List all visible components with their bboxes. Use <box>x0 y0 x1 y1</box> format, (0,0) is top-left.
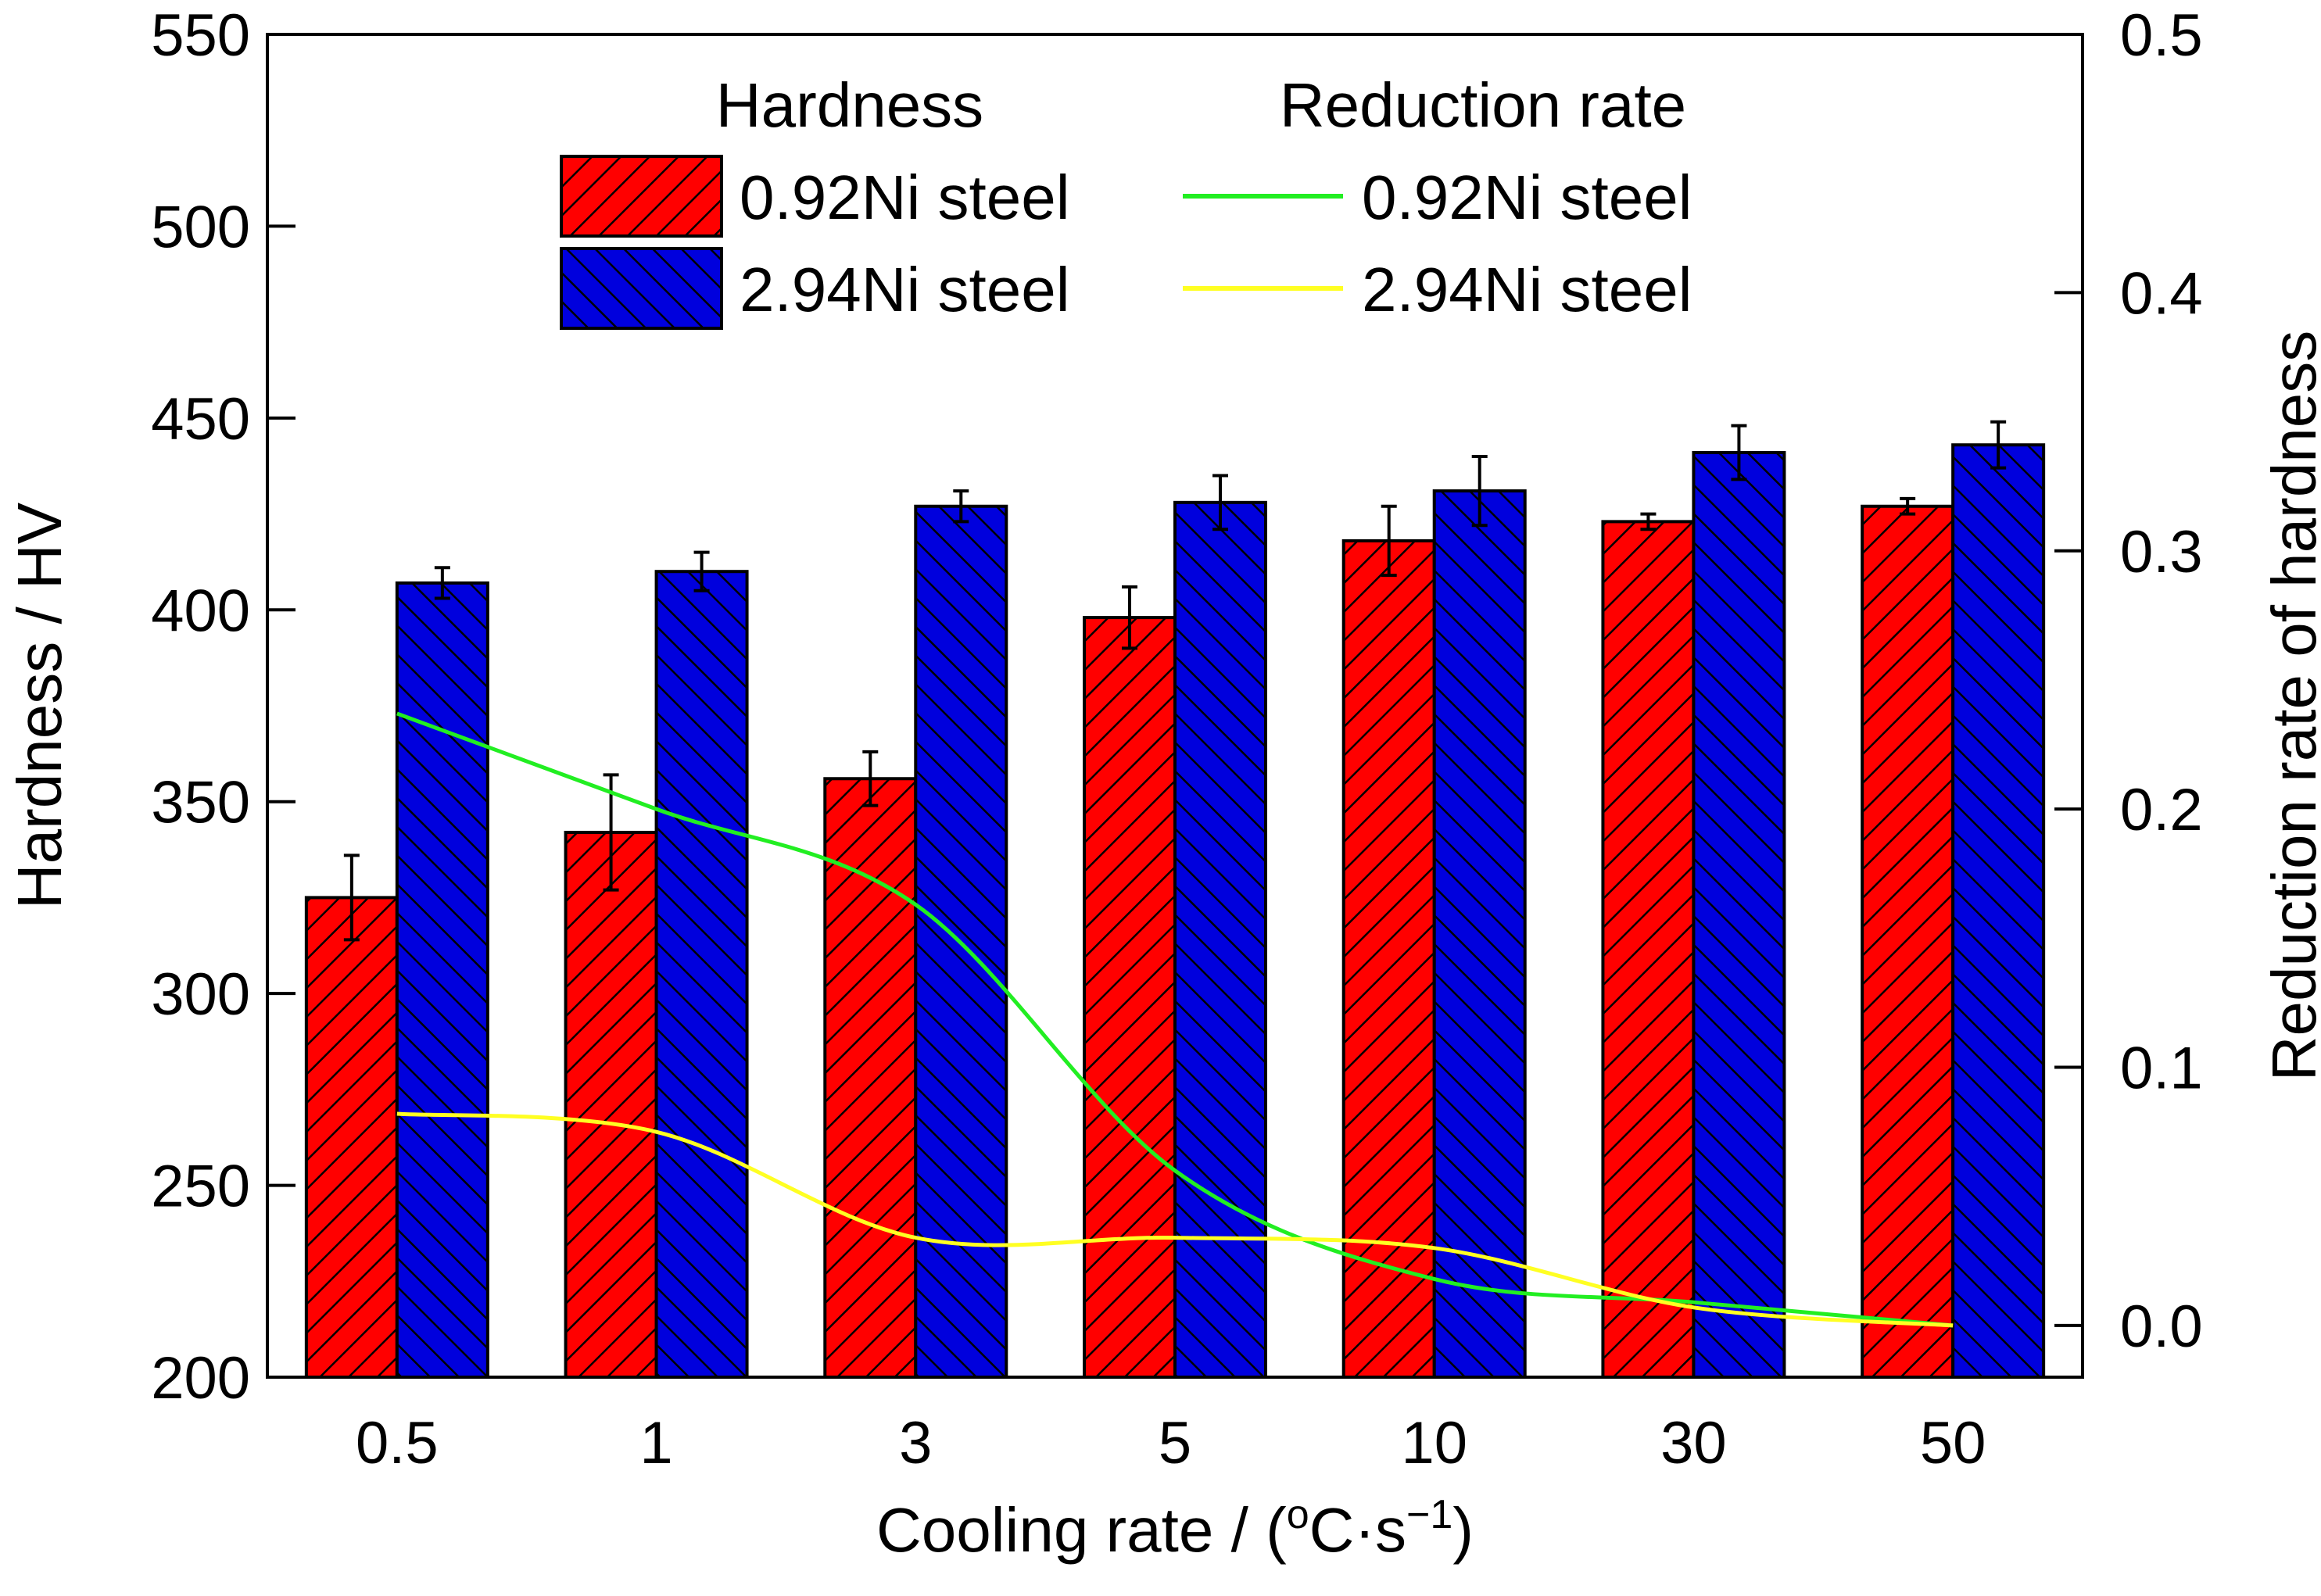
right-tick-label-0.1: 0.1 <box>2120 1036 2203 1102</box>
x-axis-title-sup1: o <box>1287 1492 1309 1537</box>
y-axis-right-title: Reduction rate of hardness <box>2259 331 2321 1082</box>
bar-series2-1 <box>654 570 749 1380</box>
left-tick-label-250: 250 <box>151 1154 250 1220</box>
x-tick-label-1: 1 <box>639 1410 672 1476</box>
error-bars-layer <box>343 420 2007 942</box>
plot-frame <box>266 33 2084 1379</box>
x-axis-title-suffix: ) <box>1452 1495 1474 1565</box>
lines-layer <box>396 711 1954 1328</box>
left-tick-label-550: 550 <box>151 2 250 69</box>
line-series2 <box>396 1111 1954 1328</box>
right-tick-label-0.2: 0.2 <box>2120 777 2203 843</box>
legend-heading-lines: Reduction rate <box>1280 70 1686 140</box>
x-tick-label-50: 50 <box>1920 1410 1986 1476</box>
bar-series2-50 <box>1951 443 2046 1379</box>
bar-series1-30 <box>1601 520 1696 1379</box>
left-tick-label-400: 400 <box>151 578 250 644</box>
bar-series2-5 <box>1173 500 1267 1379</box>
legend-swatch-blue-bar <box>560 247 723 330</box>
bar-series1-1 <box>564 830 658 1380</box>
bar-series1-3 <box>823 777 918 1379</box>
bar-series2-0.5 <box>395 581 489 1379</box>
left-y-axis: 200 250 300 350 400 450 500 550 <box>151 2 295 1412</box>
left-tick-label-450: 450 <box>151 386 250 453</box>
legend: Hardness Reduction rate 0.92Ni steel 2.9… <box>560 70 1692 330</box>
right-tick-label-0.0: 0.0 <box>2120 1294 2203 1360</box>
line-series1 <box>396 711 1954 1328</box>
legend-label-red-bar: 0.92Ni steel <box>740 163 1069 232</box>
legend-label-yellow-line: 2.94Ni steel <box>1362 255 1692 324</box>
right-tick-label-0.4: 0.4 <box>2120 260 2203 327</box>
left-tick-label-300: 300 <box>151 961 250 1028</box>
x-tick-label-30: 30 <box>1660 1410 1727 1476</box>
x-tick-label-10: 10 <box>1401 1410 1467 1476</box>
right-tick-label-0.3: 0.3 <box>2120 519 2203 585</box>
x-axis-title: Cooling rate / (oC·s−1) <box>876 1492 1474 1565</box>
left-tick-label-350: 350 <box>151 770 250 836</box>
x-axis-title-sup2: −1 <box>1406 1492 1452 1537</box>
bars-layer <box>304 443 2046 1380</box>
legend-label-green-line: 0.92Ni steel <box>1362 163 1692 232</box>
y-axis-left-title: Hardness / HV <box>5 502 74 909</box>
bar-series1-5 <box>1083 616 1177 1379</box>
legend-label-blue-bar: 2.94Ni steel <box>740 255 1069 324</box>
legend-swatch-red-bar <box>560 155 723 238</box>
bar-series2-10 <box>1432 489 1527 1379</box>
legend-heading-bars: Hardness <box>716 70 983 140</box>
bar-series1-0.5 <box>304 896 399 1379</box>
x-axis-title-prefix: Cooling rate / ( <box>876 1495 1287 1565</box>
left-tick-label-500: 500 <box>151 194 250 260</box>
x-tick-label-0.5: 0.5 <box>356 1410 439 1476</box>
x-tick-label-3: 3 <box>899 1410 932 1476</box>
x-axis: 0.5 1 3 5 10 30 50 <box>356 1410 1986 1476</box>
bar-series1-50 <box>1861 504 1955 1379</box>
bar-series2-30 <box>1692 451 1786 1379</box>
left-tick-label-200: 200 <box>151 1345 250 1412</box>
x-tick-label-5: 5 <box>1159 1410 1191 1476</box>
x-axis-title-mid: C·s <box>1309 1495 1406 1565</box>
right-tick-label-0.5: 0.5 <box>2120 2 2203 69</box>
right-y-axis: 0.0 0.1 0.2 0.3 0.4 0.5 <box>2054 2 2203 1360</box>
bar-series1-10 <box>1341 539 1436 1380</box>
